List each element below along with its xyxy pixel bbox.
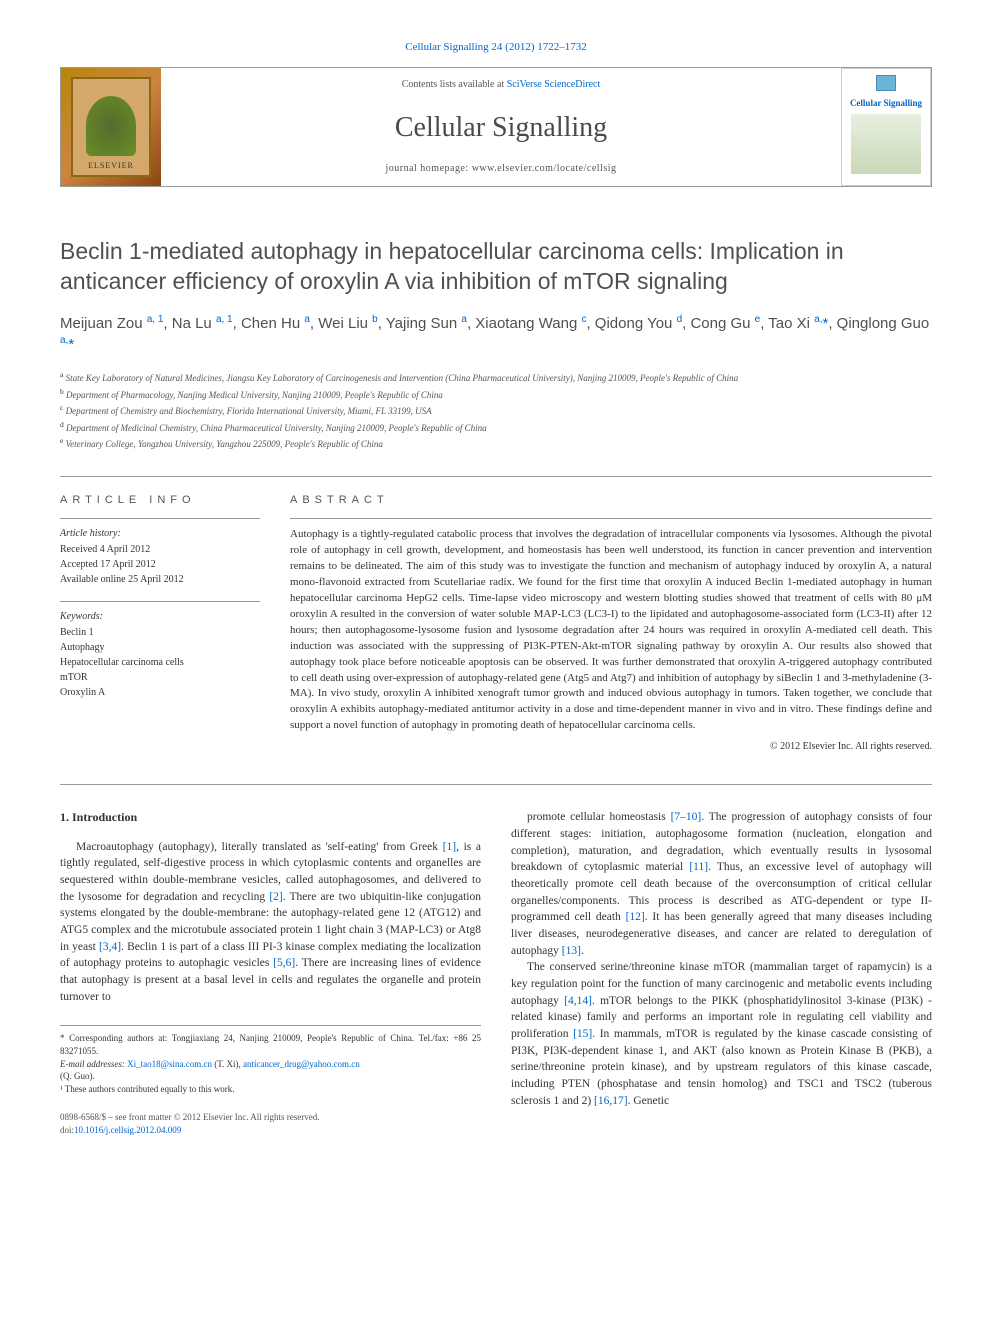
history-label: Article history: [60, 527, 260, 541]
intro-para-3: The conserved serine/threonine kinase mT… [511, 959, 932, 1109]
email-name-2: (Q. Guo). [60, 1071, 95, 1081]
contents-line: Contents lists available at SciVerse Sci… [402, 78, 601, 92]
keywords-list: Beclin 1AutophagyHepatocellular carcinom… [60, 626, 260, 700]
footnotes: * Corresponding authors at: Tongjiaxiang… [60, 1025, 481, 1095]
article-info-heading: ARTICLE INFO [60, 493, 260, 508]
keywords-label: Keywords: [60, 610, 260, 624]
keyword: Autophagy [60, 641, 260, 655]
intro-heading: 1. Introduction [60, 809, 481, 826]
copyright-line: © 2012 Elsevier Inc. All rights reserved… [290, 740, 932, 754]
email-label: E-mail addresses: [60, 1059, 127, 1069]
cover-image [851, 114, 921, 174]
doi-block: 0898-6568/$ – see front matter © 2012 El… [60, 1111, 481, 1137]
divider [60, 476, 932, 477]
corresponding-note: * Corresponding authors at: Tongjiaxiang… [60, 1032, 481, 1057]
affiliation: a State Key Laboratory of Natural Medici… [60, 369, 932, 386]
affiliation: e Veterinary College, Yangzhou Universit… [60, 435, 932, 452]
homepage-url[interactable]: www.elsevier.com/locate/cellsig [472, 163, 617, 174]
publisher-name: ELSEVIER [88, 160, 134, 171]
equal-contrib-note: ¹ These authors contributed equally to t… [60, 1083, 481, 1096]
sciencedirect-link[interactable]: SciVerse ScienceDirect [507, 79, 601, 90]
journal-name: Cellular Signalling [395, 108, 607, 147]
cover-title: Cellular Signalling [850, 97, 922, 110]
journal-header: ELSEVIER Contents lists available at Sci… [60, 67, 932, 187]
article-info: ARTICLE INFO Article history: Received 4… [60, 493, 260, 755]
email-note: E-mail addresses: Xi_tao18@sina.com.cn (… [60, 1058, 481, 1083]
article-title: Beclin 1-mediated autophagy in hepatocel… [60, 237, 932, 297]
contents-prefix: Contents lists available at [402, 79, 507, 90]
email-link-1[interactable]: Xi_tao18@sina.com.cn [127, 1059, 212, 1069]
affiliations: a State Key Laboratory of Natural Medici… [60, 369, 932, 452]
homepage-line: journal homepage: www.elsevier.com/locat… [385, 162, 616, 176]
abstract-text: Autophagy is a tightly-regulated catabol… [290, 518, 932, 734]
authors-list: Meijuan Zou a, 1, Na Lu a, 1, Chen Hu a,… [60, 313, 932, 355]
online-date: Available online 25 April 2012 [60, 573, 260, 587]
doi-link[interactable]: 10.1016/j.cellsig.2012.04.009 [74, 1125, 181, 1135]
abstract-heading: ABSTRACT [290, 493, 932, 508]
abstract-section: ABSTRACT Autophagy is a tightly-regulate… [290, 493, 932, 755]
affiliation: c Department of Chemistry and Biochemist… [60, 402, 932, 419]
intro-para-1: Macroautophagy (autophagy), literally tr… [60, 839, 481, 1006]
email-name-1: (T. Xi), [212, 1059, 243, 1069]
homepage-prefix: journal homepage: [385, 163, 471, 174]
body-text: 1. Introduction Macroautophagy (autophag… [60, 809, 932, 1137]
accepted-date: Accepted 17 April 2012 [60, 558, 260, 572]
affiliation: d Department of Medicinal Chemistry, Chi… [60, 419, 932, 436]
keyword: Hepatocellular carcinoma cells [60, 656, 260, 670]
citation-line: Cellular Signalling 24 (2012) 1722–1732 [60, 40, 932, 55]
front-matter-line: 0898-6568/$ – see front matter © 2012 El… [60, 1111, 481, 1124]
keyword: Oroxylin A [60, 686, 260, 700]
publisher-logo: ELSEVIER [61, 68, 161, 186]
cover-icon [876, 75, 896, 91]
journal-cover: Cellular Signalling [841, 68, 931, 186]
email-link-2[interactable]: anticancer_drug@yahoo.com.cn [243, 1059, 360, 1069]
divider [60, 784, 932, 785]
column-left: 1. Introduction Macroautophagy (autophag… [60, 809, 481, 1137]
keyword: mTOR [60, 671, 260, 685]
affiliation: b Department of Pharmacology, Nanjing Me… [60, 386, 932, 403]
doi-prefix: doi: [60, 1125, 74, 1135]
column-right: promote cellular homeostasis [7–10]. The… [511, 809, 932, 1137]
intro-para-2: promote cellular homeostasis [7–10]. The… [511, 809, 932, 959]
keyword: Beclin 1 [60, 626, 260, 640]
received-date: Received 4 April 2012 [60, 543, 260, 557]
